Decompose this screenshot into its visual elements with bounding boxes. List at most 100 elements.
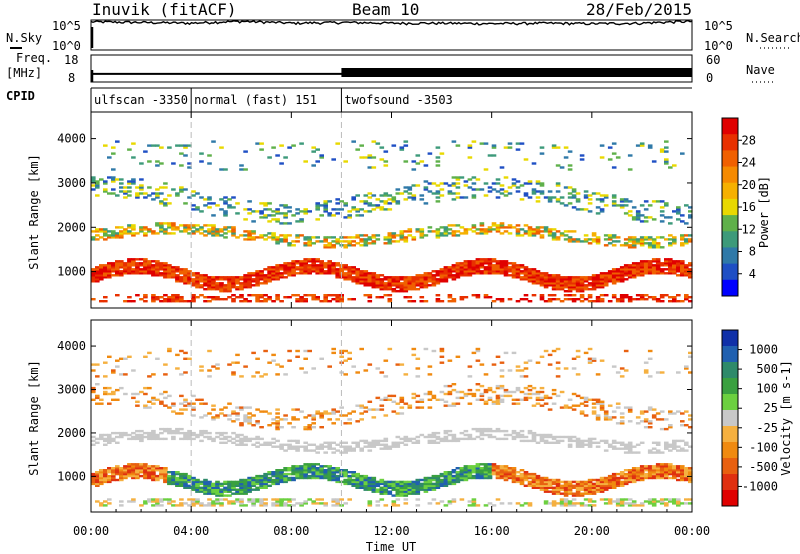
power-cell xyxy=(355,194,360,197)
velocity-cell xyxy=(495,472,501,476)
power-cell xyxy=(379,296,385,299)
velocity-cell xyxy=(167,476,172,480)
power-cell xyxy=(235,236,240,239)
power-cell xyxy=(571,238,577,241)
power-cell xyxy=(383,242,389,245)
power-cell xyxy=(684,242,689,245)
velocity-cell xyxy=(391,443,397,446)
velocity-cell xyxy=(211,482,216,486)
power-cell xyxy=(684,272,689,275)
velocity-cell xyxy=(603,449,609,452)
power-cell xyxy=(483,228,489,231)
power-cell xyxy=(503,268,509,271)
power-cell xyxy=(179,188,184,191)
power-cell xyxy=(407,188,413,191)
velocity-cell xyxy=(171,410,176,413)
power-cell xyxy=(539,146,545,149)
power-cell xyxy=(567,276,573,279)
power-cell xyxy=(547,300,553,303)
power-cell xyxy=(351,206,356,209)
power-cell xyxy=(227,280,232,283)
velocity-cell xyxy=(191,402,196,405)
colorbar-tick-label: 28 xyxy=(742,133,756,147)
velocity-cell xyxy=(459,469,465,472)
velocity-cell xyxy=(447,480,453,484)
power-cell xyxy=(463,268,469,271)
velocity-cell xyxy=(283,498,288,501)
power-cell xyxy=(363,272,369,275)
power-cell xyxy=(391,200,397,203)
velocity-cell xyxy=(579,410,585,413)
velocity-cell xyxy=(527,429,533,433)
power-cell xyxy=(103,266,108,269)
velocity-cell xyxy=(91,472,96,476)
power-cell xyxy=(387,276,393,279)
power-cell xyxy=(323,200,328,203)
power-cell xyxy=(291,266,296,269)
x-tick-label: 04:00 xyxy=(173,524,209,538)
velocity-cell xyxy=(179,373,184,376)
velocity-cell xyxy=(419,486,425,489)
velocity-cell xyxy=(291,472,296,476)
power-cell xyxy=(483,272,489,275)
power-cell xyxy=(583,240,589,243)
velocity-cell xyxy=(443,476,449,480)
power-cell xyxy=(227,278,232,281)
velocity-cell xyxy=(183,371,188,374)
velocity-cell xyxy=(155,467,160,470)
velocity-cell xyxy=(459,498,465,501)
velocity-cell xyxy=(287,422,292,425)
power-cell xyxy=(343,216,348,219)
power-cell xyxy=(135,196,140,199)
power-cell xyxy=(183,272,188,275)
power-cell xyxy=(179,164,184,167)
velocity-cell xyxy=(247,490,252,493)
power-cell xyxy=(631,246,637,249)
power-cell xyxy=(483,194,489,197)
velocity-cell xyxy=(515,369,521,372)
velocity-cell xyxy=(443,484,449,487)
velocity-cell xyxy=(487,465,493,468)
velocity-cell xyxy=(411,353,417,357)
velocity-cell xyxy=(435,398,441,401)
power-cell xyxy=(287,146,292,149)
power-cell xyxy=(191,204,196,207)
power-cell xyxy=(99,276,104,279)
velocity-cell xyxy=(511,390,517,394)
velocity-cell xyxy=(287,443,292,446)
velocity-cell xyxy=(459,476,465,480)
velocity-cell xyxy=(335,410,340,413)
velocity-cell xyxy=(255,474,260,478)
velocity-cell xyxy=(191,408,196,411)
power-cell xyxy=(639,144,645,147)
velocity-cell xyxy=(567,504,573,507)
power-cell xyxy=(191,296,196,299)
velocity-cell xyxy=(579,396,585,400)
velocity-cell xyxy=(531,392,537,396)
power-cell xyxy=(495,226,501,229)
power-cell xyxy=(215,230,220,233)
velocity-cell xyxy=(443,431,449,435)
power-cell xyxy=(207,162,212,165)
power-cell xyxy=(467,156,473,159)
power-cell xyxy=(407,300,413,303)
power-cell xyxy=(119,190,124,193)
power-cell xyxy=(243,238,248,241)
velocity-cell xyxy=(151,465,156,468)
power-cell xyxy=(455,266,461,269)
velocity-cell xyxy=(111,431,116,435)
power-cell xyxy=(583,208,589,211)
power-cell xyxy=(283,268,288,271)
velocity-cell xyxy=(595,486,601,489)
velocity-cell xyxy=(427,406,433,409)
velocity-cell xyxy=(131,392,136,396)
power-cell xyxy=(275,268,280,271)
power-cell xyxy=(607,272,613,275)
power-cell xyxy=(664,238,669,241)
power-cell xyxy=(199,228,204,231)
velocity-cell xyxy=(599,478,605,482)
power-cell xyxy=(375,282,381,285)
velocity-cell xyxy=(543,484,549,487)
colorbar-tick-label: 12 xyxy=(742,222,756,236)
power-cell xyxy=(427,272,433,275)
